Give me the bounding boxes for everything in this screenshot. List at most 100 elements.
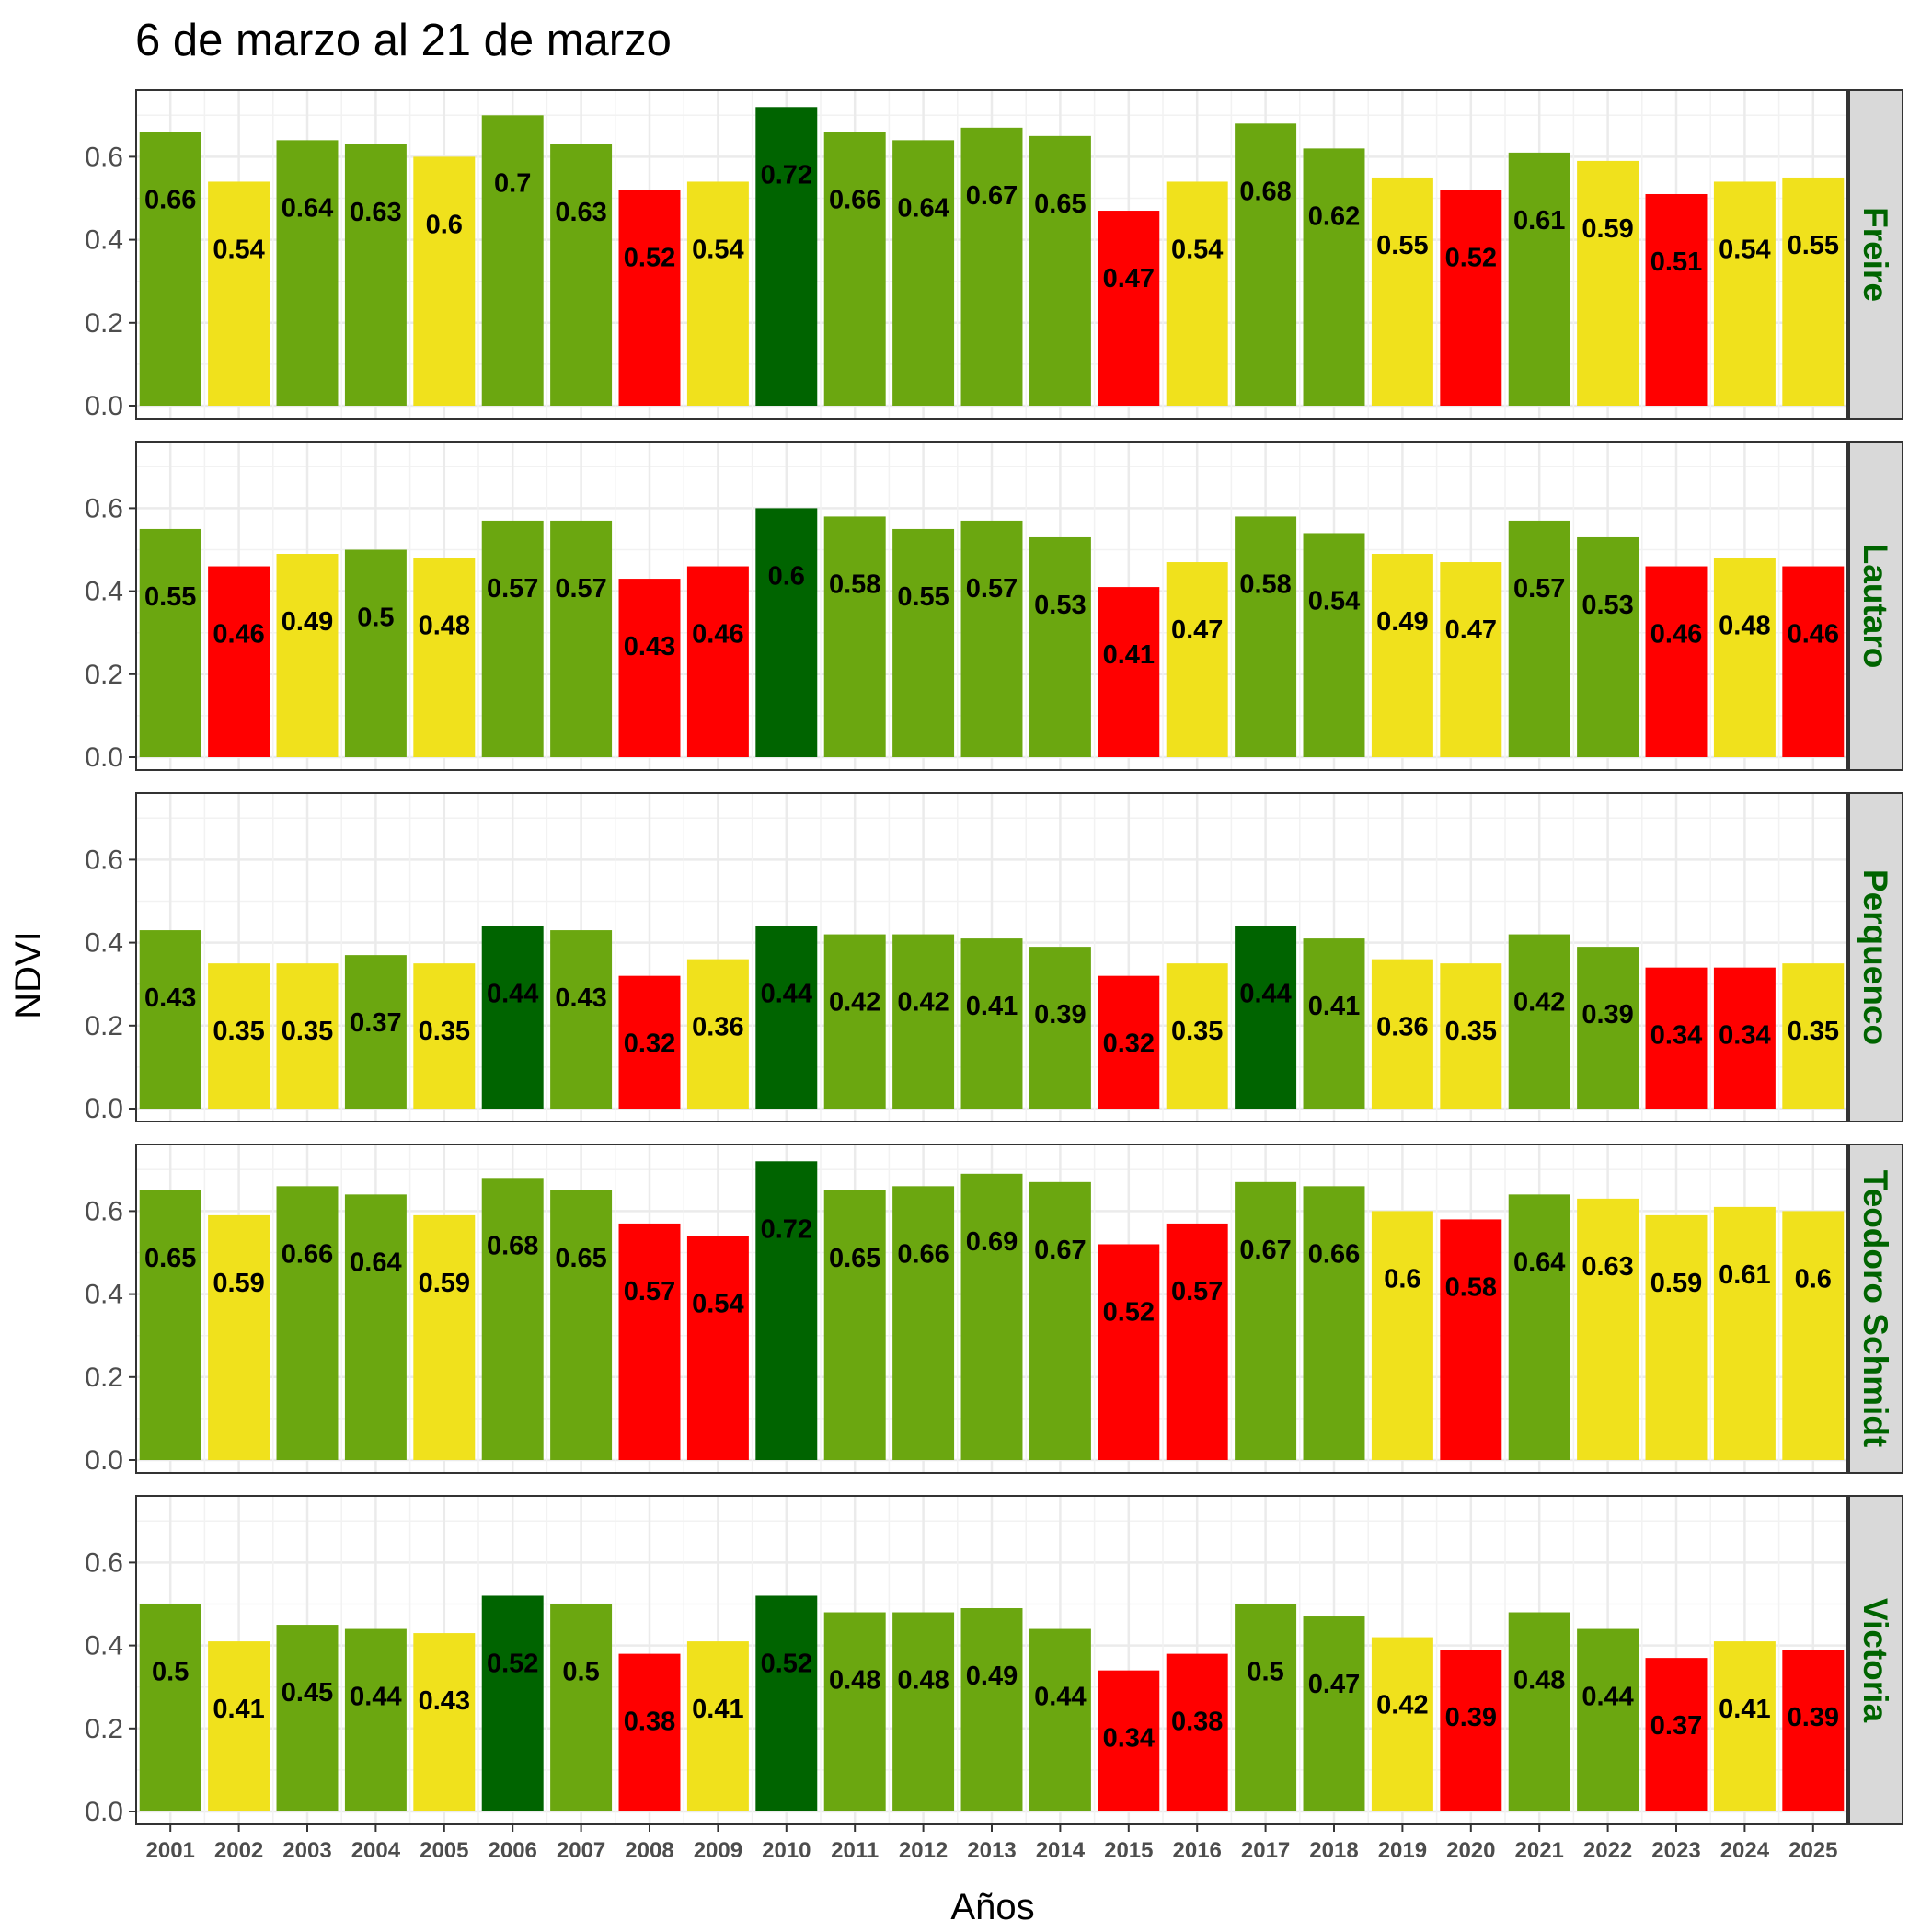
bar-value-label: 0.55 [897, 582, 949, 612]
bar [1371, 1637, 1433, 1811]
bar-value-label: 0.59 [213, 1269, 264, 1298]
y-tick-label: 0.4 [85, 1280, 123, 1310]
bar-value-label: 0.51 [1650, 247, 1702, 277]
bar-value-label: 0.54 [213, 235, 264, 264]
bar [481, 1178, 544, 1460]
bar [1235, 1604, 1297, 1811]
bar-value-label: 0.52 [761, 1649, 812, 1678]
bar-value-label: 0.64 [1513, 1248, 1565, 1277]
bar-value-label: 0.37 [350, 1008, 401, 1038]
bar-value-label: 0.7 [494, 168, 531, 198]
bar-value-label: 0.61 [1513, 206, 1565, 236]
bar-value-label: 0.5 [152, 1658, 189, 1687]
bar-value-label: 0.6 [768, 561, 805, 591]
bar [960, 127, 1023, 406]
bar-value-label: 0.62 [1308, 201, 1360, 231]
bar [1098, 587, 1160, 757]
bar-value-label: 0.47 [1445, 615, 1497, 645]
facet-strip [1848, 792, 1903, 1122]
bar [1508, 152, 1570, 406]
bar-value-label: 0.34 [1719, 1021, 1770, 1051]
y-tick-label: 0.6 [85, 142, 123, 172]
bar-value-label: 0.48 [897, 1666, 949, 1696]
x-tick-label: 2022 [1583, 1838, 1632, 1863]
bar [1577, 947, 1639, 1109]
panel-border [135, 89, 1848, 420]
bar [1508, 934, 1570, 1109]
bar [413, 1214, 476, 1460]
bar-value-label: 0.57 [555, 574, 606, 604]
y-tick-label: 0.2 [85, 1363, 123, 1393]
x-tick-label: 2019 [1378, 1838, 1427, 1863]
bar [550, 1604, 613, 1811]
bar [1577, 536, 1639, 757]
y-tick-label: 0.2 [85, 1011, 123, 1041]
bar-value-label: 0.43 [144, 983, 196, 1013]
y-tick-label: 0.4 [85, 928, 123, 959]
bar [892, 1186, 955, 1460]
bar [481, 926, 544, 1109]
bar-value-label: 0.6 [426, 210, 463, 239]
x-tick-label: 2012 [899, 1838, 948, 1863]
facet-strip [1848, 1495, 1903, 1825]
bar [618, 1653, 681, 1811]
bar [1029, 536, 1091, 757]
bar [892, 528, 955, 757]
bar [755, 926, 818, 1109]
facet-strip [1848, 441, 1903, 771]
bar-value-label: 0.58 [1445, 1272, 1497, 1302]
bar [550, 930, 613, 1109]
bar [686, 181, 749, 406]
bar-value-label: 0.41 [1719, 1695, 1770, 1724]
bar [413, 1633, 476, 1811]
y-tick-label: 0.0 [85, 742, 123, 773]
bar [1371, 177, 1433, 406]
bar-value-label: 0.66 [144, 185, 196, 214]
bar [1713, 558, 1776, 757]
y-tick-label: 0.6 [85, 1547, 123, 1578]
bar [413, 963, 476, 1109]
bar-value-label: 0.57 [966, 574, 1018, 604]
bar [1645, 193, 1708, 406]
bar-value-label: 0.43 [624, 632, 675, 661]
bar [686, 566, 749, 757]
bar-value-label: 0.35 [1445, 1017, 1497, 1046]
panel-border [135, 1144, 1848, 1474]
bar [618, 190, 681, 406]
bar-value-label: 0.65 [1034, 190, 1086, 219]
bar-value-label: 0.67 [1239, 1236, 1291, 1265]
bar [1440, 190, 1502, 406]
bar [1235, 123, 1297, 406]
bar [755, 107, 818, 406]
x-tick-label: 2024 [1720, 1838, 1770, 1863]
bar-value-label: 0.59 [1650, 1269, 1702, 1298]
bar [960, 938, 1023, 1109]
bar [1645, 1658, 1708, 1811]
bar [1645, 566, 1708, 757]
bar-value-label: 0.57 [1513, 574, 1565, 604]
bar-value-label: 0.43 [419, 1686, 470, 1716]
bar [960, 1173, 1023, 1460]
x-tick-label: 2001 [146, 1838, 195, 1863]
bar-value-label: 0.41 [966, 992, 1018, 1021]
bar-value-label: 0.6 [1384, 1264, 1420, 1294]
bar [823, 934, 886, 1109]
bar-value-label: 0.39 [1445, 1703, 1497, 1732]
bar-value-label: 0.41 [1103, 640, 1155, 670]
bar [139, 528, 201, 757]
bar-value-label: 0.41 [692, 1695, 743, 1724]
bar [823, 516, 886, 757]
x-tick-label: 2014 [1036, 1838, 1086, 1863]
x-tick-label: 2025 [1788, 1838, 1837, 1863]
bar [344, 549, 407, 757]
bar [550, 1190, 613, 1460]
x-tick-label: 2004 [351, 1838, 401, 1863]
y-tick-label: 0.2 [85, 308, 123, 339]
bar-value-label: 0.32 [1103, 1029, 1155, 1059]
bar-value-label: 0.68 [1239, 177, 1291, 206]
bar-value-label: 0.54 [1171, 235, 1223, 264]
facet-strip-label: Freire [1857, 207, 1894, 302]
x-tick-label: 2002 [214, 1838, 263, 1863]
bar [1166, 963, 1228, 1109]
panel-border [135, 792, 1848, 1122]
